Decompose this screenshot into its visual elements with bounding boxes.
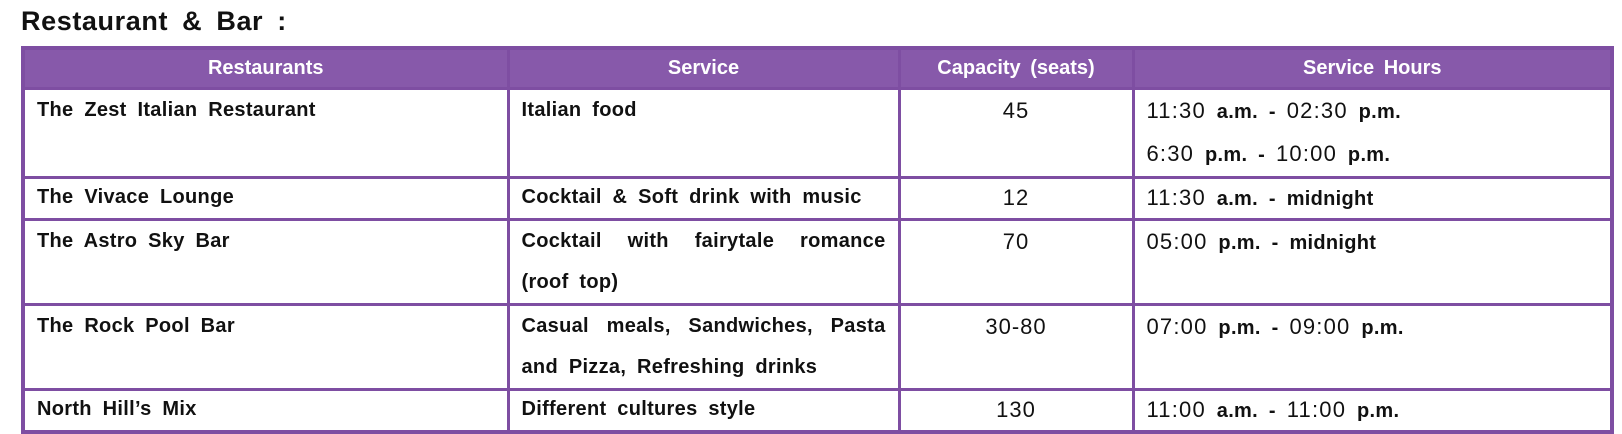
- restaurant-name-cell: The Rock Pool Bar: [21, 303, 510, 391]
- capacity-cell: 70: [897, 218, 1135, 306]
- hours-separator: -: [1268, 101, 1276, 123]
- hours-end-suffix: p.m.: [1347, 144, 1391, 166]
- hours-start-suffix: p.m.: [1218, 317, 1261, 339]
- hours-start-suffix: a.m.: [1216, 400, 1259, 422]
- hours-line: 05:00 p.m. - midnight: [1147, 221, 1599, 264]
- hours-separator: -: [1271, 232, 1279, 254]
- table-row: North Hill’s Mix Different cultures styl…: [21, 388, 1614, 434]
- column-header-service: Service: [506, 46, 901, 90]
- capacity-cell: 12: [897, 176, 1135, 221]
- capacity-cell: 30-80: [897, 303, 1135, 391]
- hours-line: 11:00 a.m. - 11:00 p.m.: [1147, 391, 1599, 430]
- hours-start-suffix: a.m.: [1216, 101, 1259, 123]
- hours-end-suffix: p.m.: [1358, 101, 1401, 123]
- restaurant-name-cell: The Vivace Lounge: [21, 176, 510, 221]
- hours-line: 11:30 a.m. - 02:30 p.m.: [1147, 90, 1599, 133]
- capacity-cell: 130: [897, 388, 1135, 434]
- table-row: The Vivace Lounge Cocktail & Soft drink …: [21, 176, 1614, 221]
- page-title: Restaurant & Bar :: [21, 6, 287, 36]
- restaurant-name-cell: North Hill’s Mix: [21, 388, 510, 434]
- hours-end-suffix: midnight: [1289, 232, 1377, 254]
- hours-end-time: 11:00: [1286, 397, 1347, 422]
- hours-end-suffix: midnight: [1286, 188, 1374, 210]
- service-hours-cell: 05:00 p.m. - midnight: [1131, 218, 1614, 306]
- hours-start-time: 11:30: [1146, 98, 1206, 123]
- table-row: The Astro Sky Bar Cocktail with fairytal…: [21, 218, 1614, 306]
- service-hours-cell: 11:30 a.m. - 02:30 p.m. 6:30 p.m. - 10:0…: [1131, 87, 1614, 179]
- column-header-restaurants: Restaurants: [21, 46, 510, 90]
- hours-line: 6:30 p.m. - 10:00 p.m.: [1147, 133, 1599, 176]
- hours-end-suffix: p.m.: [1356, 400, 1400, 422]
- restaurant-name-cell: The Zest Italian Restaurant: [21, 87, 510, 179]
- service-cell: Casual meals, Sandwiches, Pasta and Pizz…: [506, 303, 901, 391]
- hours-end-time: 02:30: [1286, 98, 1348, 123]
- table-row: The Rock Pool Bar Casual meals, Sandwich…: [21, 303, 1614, 391]
- hours-start-time: 05:00: [1146, 229, 1208, 254]
- service-cell: Italian food: [506, 87, 901, 179]
- hours-start-suffix: p.m.: [1218, 232, 1261, 254]
- service-hours-cell: 11:30 a.m. - midnight: [1131, 176, 1614, 221]
- service-cell: Different cultures style: [506, 388, 901, 434]
- column-header-service-hours: Service Hours: [1131, 46, 1614, 90]
- hours-separator: -: [1271, 317, 1279, 339]
- hours-separator: -: [1268, 188, 1276, 210]
- capacity-cell: 45: [897, 87, 1135, 179]
- restaurant-bar-table: Restaurants Service Capacity (seats) Ser…: [21, 46, 1614, 434]
- hours-separator: -: [1268, 400, 1276, 422]
- service-cell: Cocktail with fairytale romance (roof to…: [506, 218, 901, 306]
- hours-start-suffix: a.m.: [1216, 188, 1259, 210]
- service-hours-cell: 07:00 p.m. - 09:00 p.m.: [1131, 303, 1614, 391]
- hours-line: 07:00 p.m. - 09:00 p.m.: [1147, 306, 1599, 349]
- column-header-capacity: Capacity (seats): [897, 46, 1135, 90]
- restaurant-name-cell: The Astro Sky Bar: [21, 218, 510, 306]
- hours-start-suffix: p.m.: [1204, 144, 1248, 166]
- hours-separator: -: [1258, 144, 1266, 166]
- hours-line: 11:30 a.m. - midnight: [1147, 179, 1599, 218]
- table-row: The Zest Italian Restaurant Italian food…: [21, 87, 1614, 179]
- hours-end-time: 09:00: [1289, 314, 1351, 339]
- hours-start-time: 07:00: [1146, 314, 1208, 339]
- table-header-row: Restaurants Service Capacity (seats) Ser…: [21, 46, 1614, 90]
- hours-end-suffix: p.m.: [1361, 317, 1404, 339]
- hours-start-time: 11:30: [1146, 185, 1206, 210]
- service-hours-cell: 11:00 a.m. - 11:00 p.m.: [1131, 388, 1614, 434]
- hours-end-time: 10:00: [1276, 141, 1338, 166]
- service-cell: Cocktail & Soft drink with music: [506, 176, 901, 221]
- hours-start-time: 11:00: [1146, 397, 1206, 422]
- hours-start-time: 6:30: [1146, 141, 1195, 166]
